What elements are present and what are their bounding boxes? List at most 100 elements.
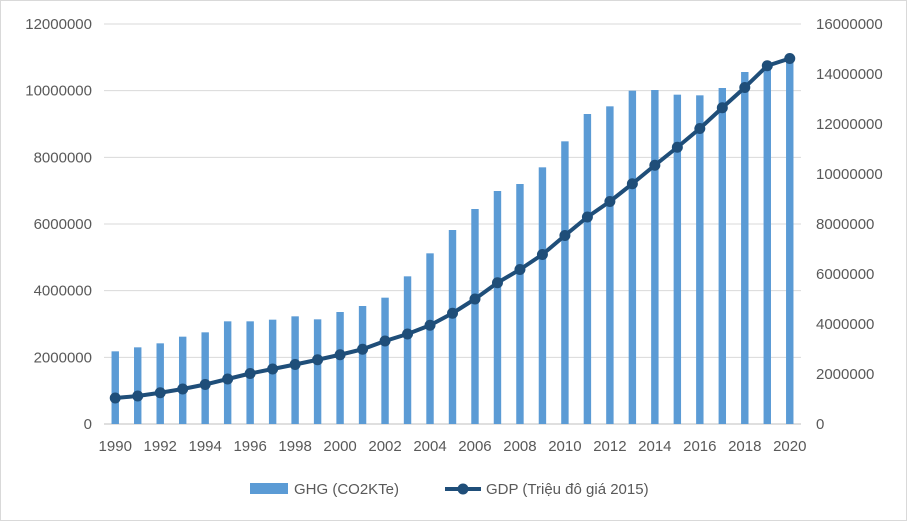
x-tick-label: 2018 <box>728 438 761 455</box>
left-tick-label: 8000000 <box>34 149 92 166</box>
right-tick-label: 0 <box>816 416 824 433</box>
ghg-bar <box>156 343 164 424</box>
gdp-point <box>491 277 503 289</box>
gdp-line <box>109 53 796 404</box>
ghg-bar <box>741 72 749 424</box>
x-tick-label: 2000 <box>323 438 356 455</box>
x-tick-label: 2012 <box>593 438 626 455</box>
x-tick-label: 1992 <box>144 438 177 455</box>
gdp-point <box>334 349 346 361</box>
ghg-bar <box>313 319 322 424</box>
ghg-bar <box>516 184 524 424</box>
ghg-bar <box>403 276 412 424</box>
right-tick-label: 14000000 <box>816 66 883 83</box>
x-tick-label: 2014 <box>638 438 671 455</box>
gdp-point <box>402 328 414 340</box>
gdp-point <box>514 264 526 275</box>
left-tick-label: 0 <box>84 416 92 433</box>
ghg-bar <box>223 321 232 424</box>
gdp-point <box>536 249 548 260</box>
right-tick-label: 10000000 <box>816 166 883 183</box>
gdp-point <box>739 82 751 93</box>
x-tick-label: 2006 <box>458 438 491 455</box>
left-tick-label: 2000000 <box>34 349 92 366</box>
right-tick-label: 8000000 <box>816 216 874 233</box>
ghg-bar <box>111 351 119 424</box>
ghg-bar <box>178 336 187 424</box>
legend-bar-swatch <box>250 483 288 494</box>
gdp-point <box>109 392 121 404</box>
gdp-point <box>447 307 458 319</box>
x-tick-label: 2016 <box>683 438 716 455</box>
gdp-point <box>177 383 189 395</box>
gdp-point <box>357 343 369 355</box>
ghg-bar <box>583 114 592 424</box>
right-axis-ticks: 0 2000000 4000000 6000000 8000000 10000000 120… <box>816 16 883 433</box>
ghg-bar <box>471 209 479 424</box>
gdp-point <box>694 123 706 134</box>
gdp-point <box>424 319 436 331</box>
ghg-bar <box>381 297 389 424</box>
left-tick-label: 6000000 <box>34 216 92 233</box>
gdp-point <box>604 196 616 207</box>
ghg-bar <box>201 332 209 424</box>
ghg-bar <box>448 230 457 424</box>
left-tick-label: 12000000 <box>25 16 92 33</box>
ghg-bar <box>786 57 794 424</box>
ghg-bar <box>291 316 299 424</box>
left-tick-label: 10000000 <box>25 83 92 100</box>
x-tick-label: 2002 <box>368 438 401 455</box>
x-tick-label: 1994 <box>188 438 221 455</box>
gdp-point <box>312 354 324 366</box>
gdp-point <box>244 368 256 379</box>
legend: GHG (CO2KTe) GDP (Triệu đô giá 2015) <box>250 481 649 498</box>
ghg-bar <box>561 141 569 425</box>
gdp-point <box>132 390 144 402</box>
gdp-point <box>379 335 391 347</box>
gdp-point <box>267 363 279 375</box>
x-tick-label: 2004 <box>413 438 446 455</box>
gdp-point <box>626 178 638 190</box>
right-tick-label: 2000000 <box>816 366 874 383</box>
gdp-point <box>199 379 211 390</box>
ghg-bar <box>718 88 727 424</box>
gdp-point <box>559 230 571 241</box>
legend-bar-label: GHG (CO2KTe) <box>294 481 399 498</box>
gdp-point <box>289 359 301 370</box>
left-tick-label: 4000000 <box>34 283 92 300</box>
ghg-bar <box>673 94 682 425</box>
gdp-point <box>716 102 728 114</box>
gdp-point <box>671 141 683 153</box>
legend-line-label: GDP (Triệu đô giá 2015) <box>486 481 649 498</box>
right-tick-label: 4000000 <box>816 316 874 333</box>
x-tick-label: 2010 <box>548 438 581 455</box>
ghg-bar <box>358 306 367 424</box>
ghg-bar <box>426 253 434 424</box>
right-tick-label: 16000000 <box>816 16 883 33</box>
gdp-point <box>154 387 166 399</box>
ghg-bar <box>651 90 659 424</box>
gridlines <box>104 23 801 425</box>
ghg-bars <box>111 57 794 425</box>
x-tick-label: 1998 <box>278 438 311 455</box>
gdp-point <box>581 211 593 223</box>
left-axis-ticks: 0 2000000 4000000 6000000 8000000 10000000 120… <box>25 16 92 433</box>
gdp-point <box>761 60 773 72</box>
ghg-bar <box>134 347 142 424</box>
ghg-bar <box>336 312 344 424</box>
x-tick-label: 1990 <box>99 438 132 455</box>
x-tick-label: 2020 <box>773 438 806 455</box>
x-tick-label: 2008 <box>503 438 536 455</box>
ghg-bar <box>538 167 547 425</box>
ghg-bar <box>606 106 614 424</box>
ghg-bar <box>628 90 637 425</box>
right-tick-label: 12000000 <box>816 116 883 133</box>
legend-line-marker <box>457 483 469 495</box>
ghg-bar <box>493 191 502 424</box>
ghg-bar <box>763 62 771 424</box>
gdp-point <box>222 373 234 385</box>
gdp-point <box>469 293 481 305</box>
gdp-point <box>649 159 661 171</box>
ghg-bar <box>696 95 704 424</box>
